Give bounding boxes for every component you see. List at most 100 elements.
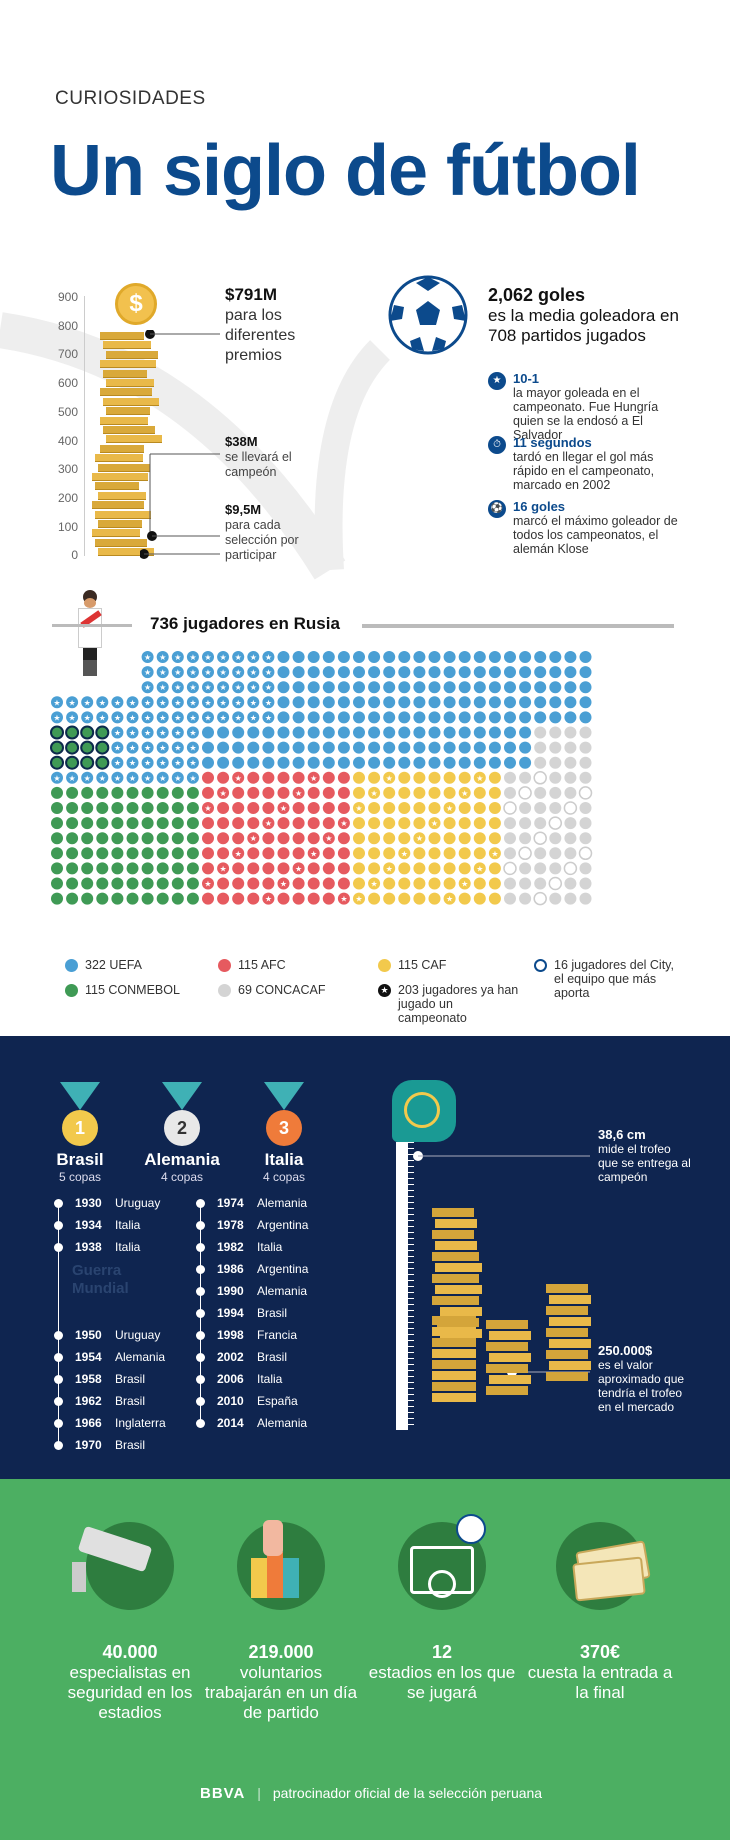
player-dot: [126, 817, 139, 830]
year: 2014: [217, 1416, 244, 1430]
player-dot: [156, 741, 169, 754]
stadium-icon: [398, 1514, 486, 1610]
star-mark: ★: [235, 683, 242, 692]
cups-count: 4 copas: [160, 1170, 204, 1184]
player-dot: [488, 786, 501, 799]
player-dot: [66, 832, 79, 845]
player-dot: [488, 877, 501, 890]
player-dot: [353, 847, 365, 860]
foosball-rod-right: [362, 624, 674, 628]
player-dot: [503, 801, 517, 815]
star-mark: ★: [204, 683, 211, 692]
player-dot: [202, 726, 214, 739]
player-dot: [337, 802, 350, 814]
footer-text: patrocinador oficial de la selección per…: [272, 1785, 543, 1801]
player-dot: [322, 862, 335, 875]
player-dot: [292, 802, 305, 814]
player-dot: [428, 666, 441, 679]
star-mark: ★: [144, 668, 151, 677]
player-dot: [504, 832, 516, 845]
player-dot: [578, 846, 593, 861]
year: 1954: [75, 1350, 102, 1364]
star-mark: ★: [159, 683, 166, 692]
player-dot: [66, 817, 79, 830]
player-dot: [171, 832, 184, 845]
player-dot: [217, 666, 230, 679]
medal-1-icon: 1: [62, 1110, 98, 1146]
player-dot: [141, 862, 154, 875]
player-dot: [473, 877, 486, 890]
player-dot: [186, 726, 199, 739]
player-dot: [564, 832, 577, 845]
star-mark: ★: [69, 774, 76, 783]
player-dot: [232, 786, 245, 799]
player-dot: [126, 832, 139, 845]
player-dot: [519, 802, 532, 814]
player-dot: [171, 696, 184, 709]
player-dot: [262, 832, 275, 845]
player-dot: [579, 802, 592, 814]
player-dot: [141, 771, 154, 784]
player-dot: [398, 817, 411, 830]
player-dot: [81, 696, 94, 709]
player-dot: [353, 802, 365, 814]
star-mark: ★: [174, 759, 181, 768]
gold-bar: [98, 491, 146, 500]
player-dot: [564, 771, 577, 784]
player-dot: [458, 771, 471, 784]
player-dot: [65, 740, 80, 755]
player-dot: [322, 786, 335, 799]
player-dot: [413, 832, 426, 845]
star-mark: ★: [84, 774, 91, 783]
player-dot: [458, 756, 471, 769]
player-dot: [217, 786, 230, 799]
player-dot: [579, 756, 592, 769]
player-dot: [518, 846, 532, 861]
gold-bar: [103, 369, 147, 378]
player-dot: [292, 862, 305, 875]
player-dot: [368, 786, 381, 799]
player-dot: [202, 756, 214, 769]
player-dot: [428, 832, 441, 845]
player-dot: [66, 862, 79, 875]
cups-count: 4 copas: [262, 1170, 306, 1184]
player-dot: [458, 696, 471, 709]
player-dot: [413, 771, 426, 784]
player-dot: [383, 847, 396, 860]
year-row: 1958 Brasil: [54, 1368, 145, 1390]
year: 1938: [75, 1240, 102, 1254]
player-dot: [579, 817, 592, 830]
player-dot: [80, 725, 95, 740]
star-mark: ★: [220, 683, 227, 692]
player-dot: [307, 802, 320, 814]
player-dot: [232, 681, 245, 694]
player-dot: [171, 726, 184, 739]
player-dot: [458, 817, 471, 830]
player-dot: [186, 651, 199, 663]
player-dot: [50, 725, 64, 740]
gold-bar: [106, 407, 150, 416]
star-mark: ★: [114, 729, 121, 738]
player-dot: [156, 802, 169, 814]
player-dot: [534, 711, 547, 724]
star-mark: ★: [99, 774, 106, 783]
gold-bar: [92, 473, 148, 481]
star-mark: ★: [84, 713, 91, 722]
star-mark: ★: [386, 864, 393, 873]
player-dot: [292, 651, 305, 663]
star-mark: ★: [220, 653, 227, 662]
winner: España: [257, 1394, 298, 1408]
player-dot: [217, 651, 230, 663]
year-row: 2006 Italia: [196, 1368, 282, 1390]
player-dot: [171, 771, 184, 784]
player-dot: [519, 862, 532, 875]
legend-item: 69 CONCACAF: [218, 983, 363, 997]
gold-bar: [437, 1274, 479, 1283]
player-dot: [186, 666, 199, 679]
medal-ribbon: [264, 1082, 304, 1110]
gold-bar: [432, 1382, 476, 1391]
player-dot: [458, 666, 471, 679]
player-dot: [519, 696, 532, 709]
player-dot: [519, 726, 532, 739]
star-mark: ★: [69, 698, 76, 707]
